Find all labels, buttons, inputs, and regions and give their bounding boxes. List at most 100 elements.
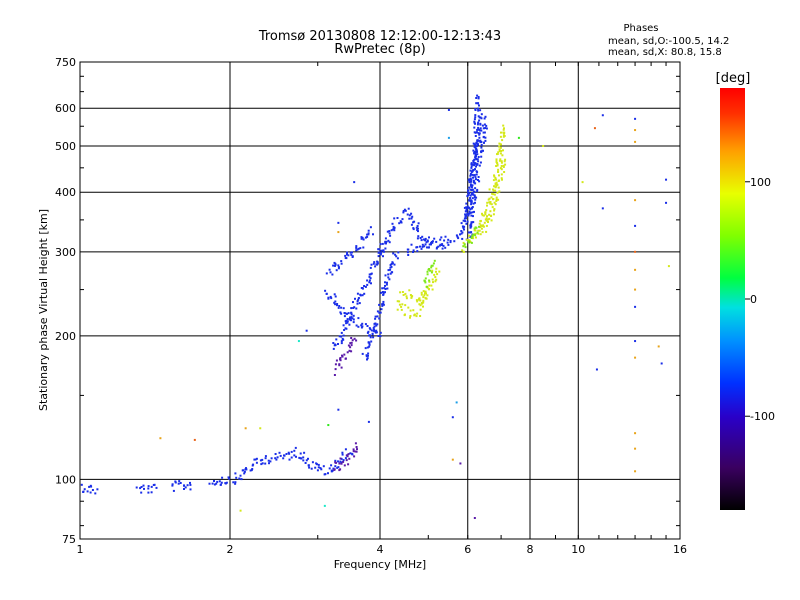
data-point: [171, 483, 174, 486]
data-point: [367, 341, 370, 344]
x-tick-label: 2: [227, 543, 234, 556]
data-point: [255, 457, 258, 460]
data-point: [501, 154, 504, 157]
data-point: [380, 308, 383, 311]
data-point: [477, 156, 480, 158]
data-point: [424, 281, 427, 284]
data-point: [365, 355, 368, 358]
data-point: [339, 311, 342, 314]
data-point: [502, 128, 505, 131]
data-point: [455, 401, 458, 404]
data-point: [407, 248, 410, 251]
data-point: [293, 454, 296, 457]
data-point: [477, 97, 480, 100]
data-point: [490, 219, 493, 222]
data-point: [484, 213, 487, 216]
data-point: [435, 270, 437, 273]
data-point: [447, 238, 450, 241]
data-point: [431, 264, 434, 267]
data-point: [634, 129, 637, 132]
colorbar-label: [deg]: [716, 71, 751, 86]
data-point: [475, 97, 478, 99]
data-point: [472, 179, 475, 182]
data-point: [324, 473, 327, 476]
data-point: [463, 243, 466, 246]
data-point: [431, 240, 434, 243]
data-point: [480, 155, 483, 158]
data-point: [634, 356, 637, 359]
data-point: [355, 450, 358, 453]
data-point: [228, 477, 231, 480]
data-point: [468, 181, 471, 184]
data-point: [189, 481, 191, 484]
data-point: [447, 243, 450, 246]
data-point: [480, 227, 483, 230]
data-point: [542, 144, 545, 147]
data-point: [359, 247, 362, 250]
data-point: [354, 450, 357, 453]
data-point: [478, 225, 480, 228]
data-point: [484, 211, 487, 214]
data-point: [476, 231, 479, 234]
data-point: [474, 108, 477, 110]
data-point: [393, 226, 396, 229]
data-point: [317, 463, 320, 466]
data-point: [476, 142, 479, 145]
data-point: [477, 232, 480, 235]
data-point: [418, 297, 421, 300]
data-point: [432, 262, 435, 265]
data-point: [381, 304, 384, 307]
data-point: [370, 329, 373, 332]
data-point: [484, 218, 487, 221]
data-point: [434, 280, 437, 283]
data-point: [485, 224, 488, 227]
data-point: [346, 253, 348, 256]
data-point: [249, 469, 252, 472]
data-point: [267, 459, 270, 462]
data-point: [417, 222, 420, 225]
data-point: [189, 488, 192, 491]
data-point: [386, 281, 388, 284]
data-point: [213, 483, 216, 486]
data-point: [477, 176, 480, 178]
data-point: [364, 236, 367, 239]
data-point: [477, 160, 480, 163]
data-point: [424, 297, 427, 300]
data-point: [346, 320, 349, 323]
data-point: [468, 239, 471, 242]
data-point: [299, 457, 302, 460]
data-point: [433, 259, 436, 262]
data-point: [425, 241, 428, 244]
data-point: [366, 233, 369, 236]
data-point: [396, 308, 399, 311]
data-point: [444, 235, 447, 238]
data-point: [398, 303, 401, 306]
data-point: [463, 244, 466, 247]
data-point: [232, 481, 235, 484]
data-point: [478, 229, 481, 232]
data-point: [339, 460, 342, 463]
data-point: [499, 158, 502, 161]
data-point: [344, 448, 347, 451]
data-point: [345, 257, 348, 260]
data-point: [304, 462, 307, 464]
data-point: [470, 203, 473, 206]
data-point: [462, 250, 465, 253]
data-point: [493, 208, 496, 211]
data-point: [483, 141, 485, 144]
data-point: [355, 246, 358, 249]
data-point: [660, 362, 663, 365]
data-point: [473, 152, 476, 155]
data-point: [464, 213, 467, 216]
data-point: [140, 491, 143, 494]
data-point: [479, 225, 482, 228]
data-point: [417, 227, 419, 230]
data-point: [367, 330, 370, 333]
data-point: [474, 176, 477, 179]
data-point: [435, 240, 438, 243]
data-point: [462, 241, 465, 244]
data-point: [251, 464, 254, 467]
data-point: [479, 161, 482, 164]
data-point: [147, 485, 150, 488]
data-point: [474, 157, 477, 160]
